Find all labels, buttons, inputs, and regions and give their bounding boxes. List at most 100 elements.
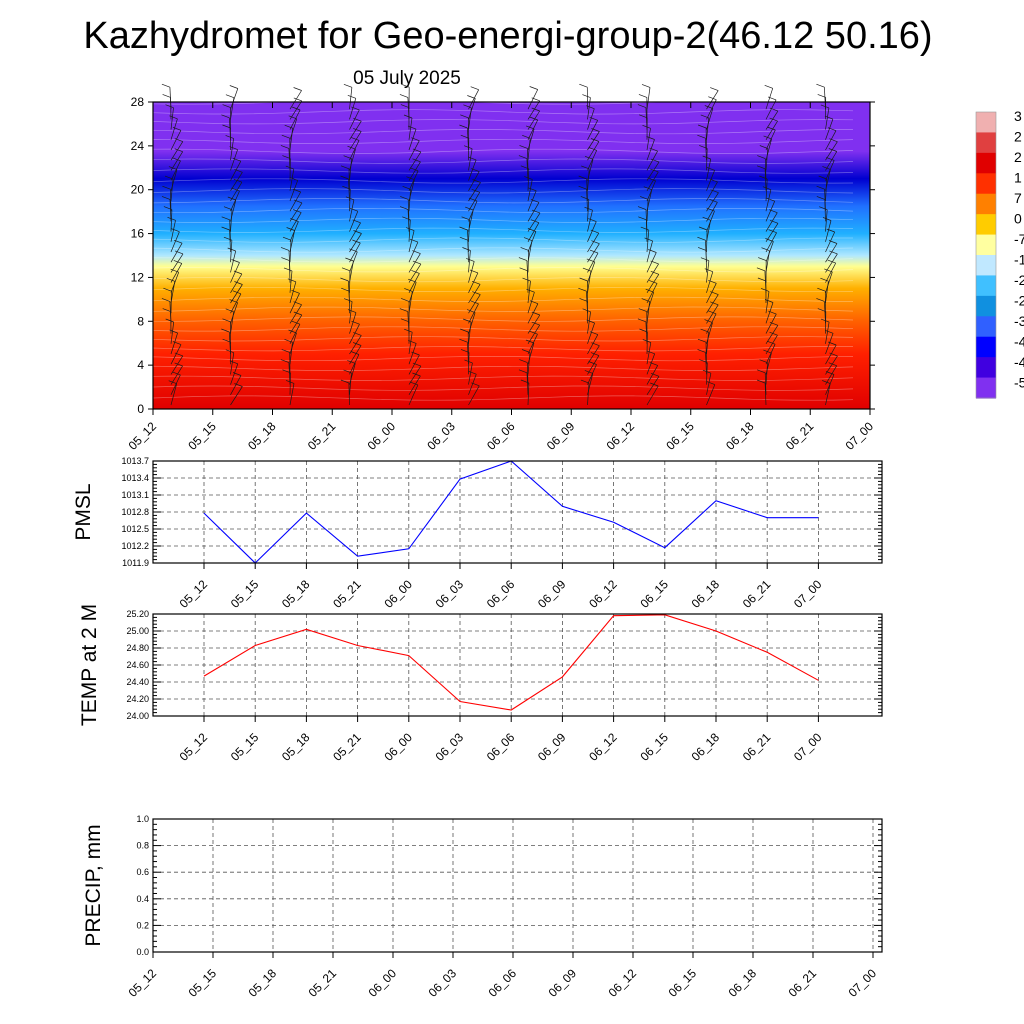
wind-barb: [230, 273, 243, 293]
wind-barb: [765, 110, 779, 130]
wind-barb: [825, 107, 830, 130]
wind-barb: [229, 219, 231, 242]
wind-barb: [348, 382, 350, 406]
wind-barb: [468, 272, 479, 293]
wind-barb-flag: [162, 185, 171, 190]
wind-barb: [289, 342, 293, 365]
wind-barb: [349, 251, 358, 273]
wind-barb-flag: [818, 175, 827, 180]
wind-barb-flag: [522, 277, 531, 282]
wind-barb: [765, 178, 768, 202]
contour-line: [152, 198, 854, 204]
wind-barb-flag: [759, 145, 768, 149]
wind-barb: [170, 141, 184, 161]
x-tick-label: 06_12: [606, 966, 640, 1000]
contour-line: [152, 138, 854, 145]
wind-barb-flag: [472, 291, 481, 295]
wind-barb: [527, 128, 535, 151]
wind-barb-flag: [646, 136, 655, 140]
wind-barb: [706, 170, 715, 191]
wind-barb-flag: [351, 106, 360, 111]
wind-barb-flag: [639, 196, 649, 200]
wind-barb-flag: [412, 362, 422, 367]
wind-barb-flag: [706, 166, 715, 171]
wind-barb: [646, 199, 649, 222]
wind-barb: [170, 209, 173, 232]
wind-barb-flag: [518, 257, 528, 261]
wind-barb-flag: [529, 300, 539, 305]
wind-barb: [706, 260, 710, 283]
wind-barb: [527, 89, 539, 110]
colorbar-label: -4: [1014, 354, 1024, 370]
x-tick-label: 06_15: [663, 419, 697, 453]
wind-barb: [467, 342, 469, 365]
wind-barb-flag: [708, 96, 717, 101]
y-tick-label: 1013.7: [121, 456, 149, 466]
y-axis-label: TEMP at 2 M: [78, 604, 101, 726]
wind-barb-flag: [460, 114, 469, 119]
colorbar-label: -3: [1014, 313, 1024, 329]
x-tick-label: 07_00: [791, 577, 825, 611]
x-tick-label: 05_21: [330, 730, 364, 764]
wind-barb: [527, 352, 531, 375]
wind-barb-flag: [225, 135, 234, 139]
wind-barb: [527, 168, 530, 191]
wind-barb: [705, 352, 707, 375]
wind-barb-flag: [642, 124, 651, 129]
wind-barb: [527, 100, 540, 120]
wind-barb-flag: [529, 116, 538, 121]
wind-barb-flag: [523, 237, 533, 241]
wind-barb-flag: [638, 308, 647, 312]
wind-barb: [230, 262, 240, 283]
wind-barb-flag: [764, 84, 773, 89]
wind-barb: [825, 374, 835, 395]
wind-barb: [527, 324, 540, 344]
wind-barb-flag: [171, 228, 180, 233]
wind-barb-flag: [293, 199, 303, 204]
wind-barb-flag: [817, 287, 826, 292]
wind-barb: [230, 250, 237, 273]
wind-barb-flag: [234, 168, 243, 173]
wind-barb-flag: [829, 352, 838, 357]
wind-barb: [170, 344, 182, 365]
x-tick-label: 05_18: [245, 419, 279, 453]
wind-barb-flag: [293, 97, 302, 102]
wind-barb: [408, 189, 411, 212]
wind-barb: [289, 304, 302, 324]
wind-barb-flag: [281, 134, 290, 139]
contour-line: [152, 296, 854, 302]
wind-barb-flag: [409, 167, 419, 172]
wind-barb: [527, 292, 535, 314]
wind-barb-flag: [816, 196, 825, 200]
wind-barb: [170, 374, 181, 395]
wind-barb: [288, 148, 291, 171]
wind-barb: [825, 262, 837, 283]
wind-barb: [706, 332, 709, 355]
wind-barb-flag: [757, 369, 766, 374]
wind-barb: [587, 141, 600, 161]
wind-barb-flag: [408, 340, 417, 344]
wind-barb: [825, 243, 838, 263]
wind-barb: [349, 233, 362, 253]
wind-barb-flag: [459, 236, 468, 241]
x-tick-label: 06_15: [637, 730, 671, 764]
y-tick-label: 24.40: [126, 677, 149, 687]
wind-barb-flag: [172, 341, 182, 345]
wind-barb: [587, 383, 590, 406]
wind-barb-flag: [286, 227, 295, 231]
wind-barb-flag: [697, 338, 707, 343]
wind-barb-flag: [824, 329, 834, 334]
wind-barb: [765, 344, 776, 365]
wind-barb: [408, 354, 420, 375]
wind-barb-flag: [280, 359, 290, 363]
contour-line: [152, 385, 854, 391]
wind-barb: [765, 291, 770, 314]
wind-barb-flag: [525, 339, 535, 344]
wind-barb-flag: [518, 155, 528, 159]
wind-barb-flag: [641, 84, 651, 88]
wind-barb-flag: [161, 196, 171, 200]
y-tick-label: 1012.8: [121, 507, 149, 517]
y-tick-label: 0.8: [136, 841, 149, 851]
wind-barb: [706, 158, 712, 181]
wind-barb-flag: [588, 361, 597, 365]
